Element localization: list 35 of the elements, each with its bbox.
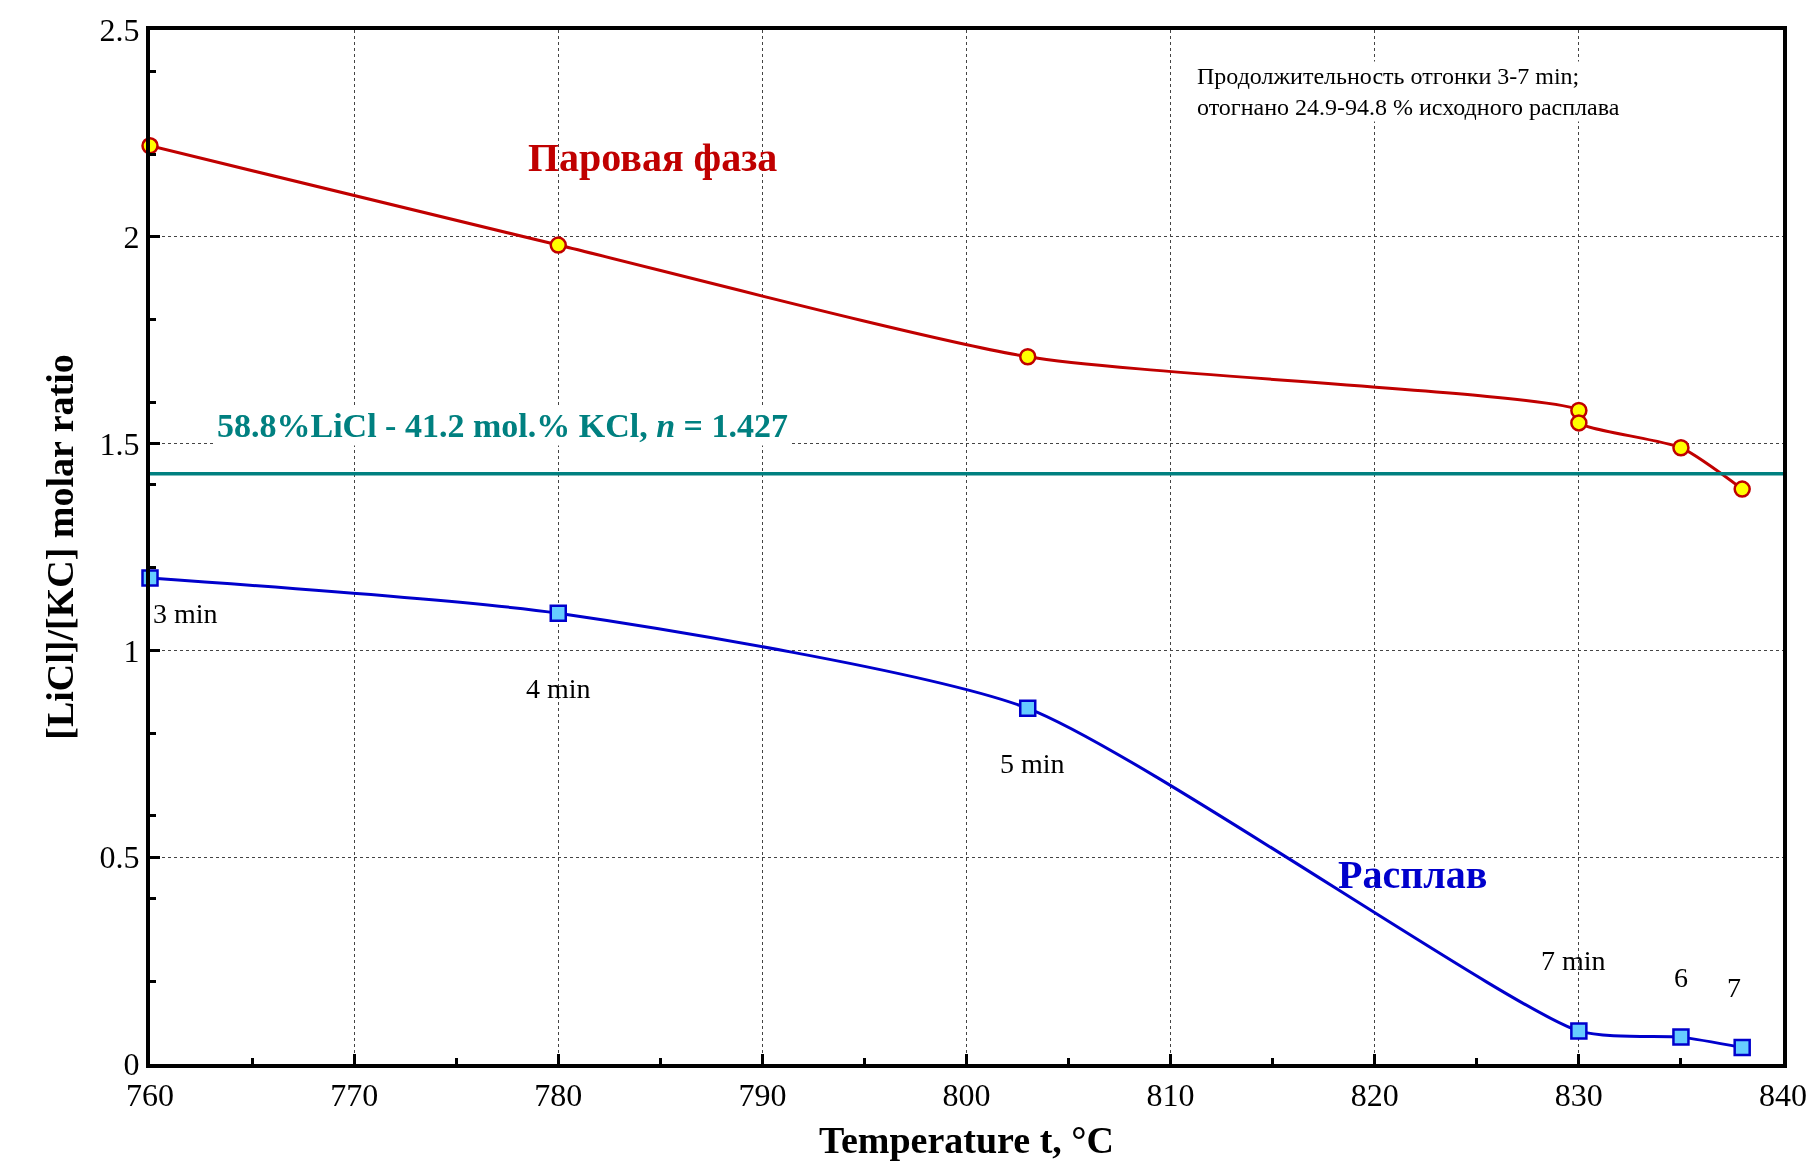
y-tick-label: 1 bbox=[123, 632, 140, 669]
x-tick-label: 820 bbox=[1350, 1077, 1399, 1114]
point bbox=[1570, 414, 1588, 432]
y-axis-title: [LiCl]/[KC] molar ratio bbox=[39, 354, 82, 740]
series-label: Расплав bbox=[1338, 852, 1488, 897]
annotation: 4 min bbox=[526, 673, 591, 704]
point bbox=[1733, 1038, 1751, 1057]
y-tick-label: 2 bbox=[123, 219, 140, 255]
x-tick-label: 810 bbox=[1146, 1077, 1195, 1114]
x-tick-label: 800 bbox=[942, 1077, 991, 1114]
point bbox=[1570, 1022, 1588, 1040]
x-tick-label: 780 bbox=[534, 1077, 583, 1114]
point bbox=[1018, 699, 1037, 718]
annotation: 6 bbox=[1674, 962, 1688, 993]
ref-line-label: 58.8%LiCl - 41.2 mol.% KCl, n = 1.427 bbox=[217, 407, 788, 444]
x-tick-label: 790 bbox=[738, 1077, 787, 1114]
point bbox=[549, 236, 567, 254]
x-tick-label: 770 bbox=[330, 1077, 379, 1114]
annotation: 7 min bbox=[1541, 945, 1606, 976]
x-tick-label: 840 bbox=[1759, 1077, 1807, 1114]
annotation: 5 min bbox=[1000, 748, 1065, 779]
point bbox=[1019, 347, 1037, 366]
x-tick-label: 830 bbox=[1554, 1077, 1603, 1114]
point bbox=[549, 604, 567, 622]
y-tick-label: 1.5 bbox=[99, 425, 140, 462]
y-tick-label: 0.5 bbox=[99, 839, 140, 876]
annotation: 3 min bbox=[153, 598, 218, 629]
x-axis-title: Temperature t, °C bbox=[819, 1119, 1114, 1161]
annotation: 7 bbox=[1727, 972, 1741, 1003]
series-label: Паровая фаза bbox=[528, 135, 778, 180]
point bbox=[1672, 1028, 1690, 1046]
annotation: Продолжительность отгонки 3-7 min; отогнано 24.9-94.8 % исходного расплава bbox=[1197, 63, 1620, 121]
point bbox=[1733, 480, 1751, 498]
point bbox=[1672, 438, 1690, 457]
y-tick-label: 2.5 bbox=[99, 12, 140, 49]
